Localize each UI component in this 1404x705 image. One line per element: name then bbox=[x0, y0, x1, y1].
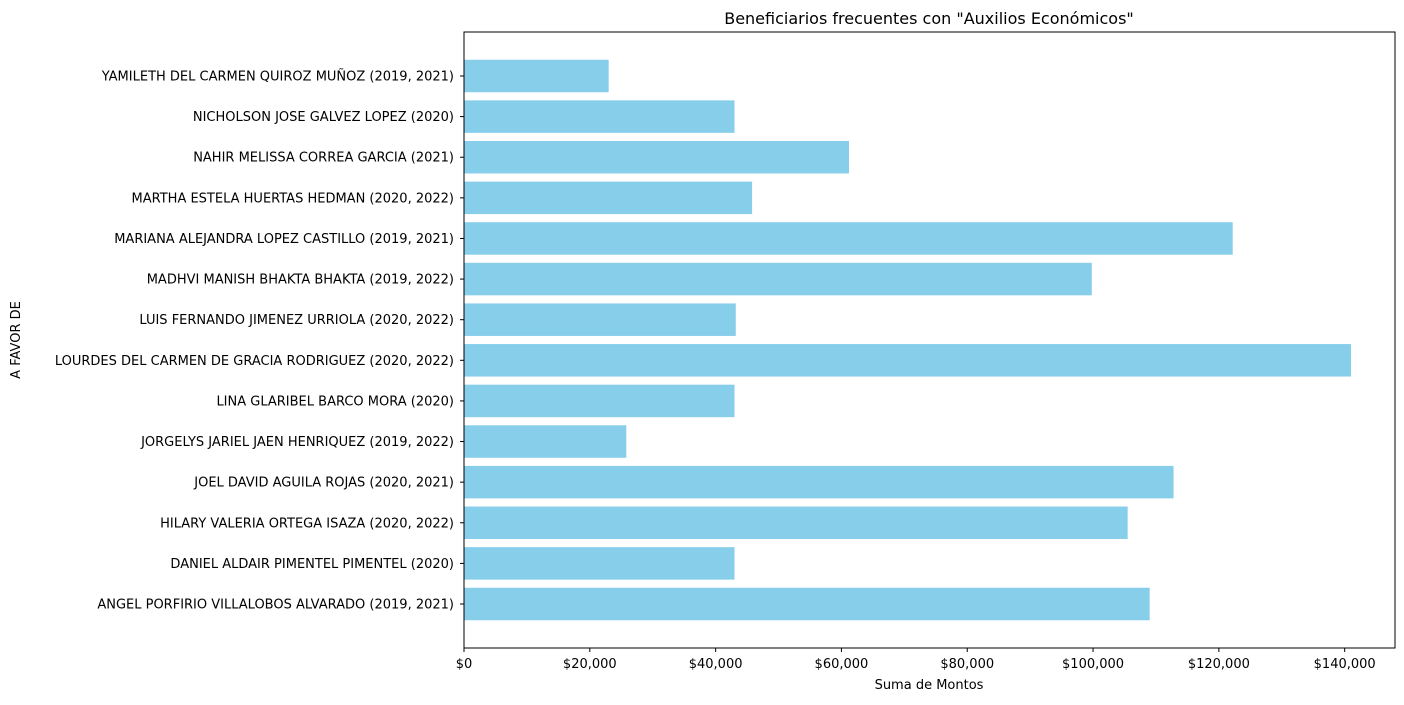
bar bbox=[464, 140, 849, 174]
x-tick-label: $40,000 bbox=[689, 657, 743, 672]
x-tick-label: $0 bbox=[456, 657, 473, 672]
bar bbox=[464, 506, 1128, 540]
y-tick-label: NAHIR MELISSA CORREA GARCIA (2021) bbox=[193, 151, 454, 166]
bars-layer bbox=[464, 59, 1351, 621]
bar bbox=[464, 587, 1150, 621]
y-tick-label: LUIS FERNANDO JIMENEZ URRIOLA (2020, 202… bbox=[139, 313, 454, 328]
y-tick-label: MARTHA ESTELA HUERTAS HEDMAN (2020, 2022… bbox=[132, 191, 454, 206]
y-tick-label: LOURDES DEL CARMEN DE GRACIA RODRIGUEZ (… bbox=[55, 354, 454, 369]
x-tick-label: $140,000 bbox=[1314, 657, 1376, 672]
y-tick-label: LINA GLARIBEL BARCO MORA (2020) bbox=[216, 394, 454, 409]
bar bbox=[464, 344, 1351, 377]
y-tick-label: MADHVI MANISH BHAKTA BHAKTA (2019, 2022) bbox=[147, 273, 454, 288]
bar bbox=[464, 303, 736, 336]
y-tick-label: HILARY VALERIA ORTEGA ISAZA (2020, 2022) bbox=[160, 516, 454, 531]
y-tick-label: YAMILETH DEL CARMEN QUIROZ MUÑOZ (2019, … bbox=[101, 69, 454, 85]
bar bbox=[464, 425, 627, 458]
y-axis-label: A FAVOR DE bbox=[9, 301, 24, 379]
y-tick-label: ANGEL PORFIRIO VILLALOBOS ALVARADO (2019… bbox=[97, 598, 454, 613]
bar bbox=[464, 222, 1233, 255]
y-tick-label: NICHOLSON JOSE GALVEZ LOPEZ (2020) bbox=[193, 110, 454, 125]
y-axis: ANGEL PORFIRIO VILLALOBOS ALVARADO (2019… bbox=[55, 69, 464, 613]
y-tick-label: MARIANA ALEJANDRA LOPEZ CASTILLO (2019, … bbox=[114, 232, 454, 247]
x-tick-label: $20,000 bbox=[563, 657, 617, 672]
x-tick-label: $120,000 bbox=[1188, 657, 1250, 672]
bar bbox=[464, 465, 1174, 499]
y-tick-label: JORGELYS JARIEL JAEN HENRIQUEZ (2019, 20… bbox=[140, 435, 454, 450]
x-tick-label: $60,000 bbox=[815, 657, 869, 672]
x-tick-label: $100,000 bbox=[1062, 657, 1124, 672]
plot-frame bbox=[463, 31, 1396, 649]
x-tick-label: $80,000 bbox=[940, 657, 994, 672]
x-axis-label: Suma de Montos bbox=[875, 678, 984, 693]
bar bbox=[464, 384, 735, 418]
bar bbox=[464, 100, 735, 133]
x-axis: $0 $20,000 $40,000 $60,000 $80,000 $100,000 $1… bbox=[456, 648, 1376, 672]
y-tick-label: JOEL DAVID AGUILA ROJAS (2020, 2021) bbox=[193, 476, 454, 491]
bar bbox=[464, 547, 735, 580]
bar bbox=[464, 59, 609, 93]
bar bbox=[464, 262, 1092, 296]
chart-title: Beneficiarios frecuentes con "Auxilios E… bbox=[724, 9, 1134, 28]
y-tick-label: DANIEL ALDAIR PIMENTEL PIMENTEL (2020) bbox=[170, 557, 454, 572]
bar bbox=[464, 181, 753, 215]
